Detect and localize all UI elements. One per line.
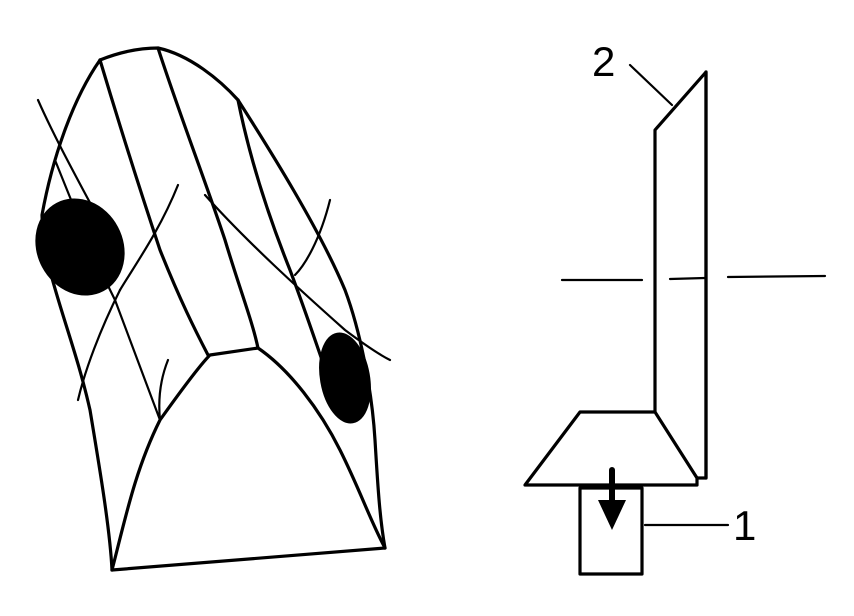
shell-cross-line-3 [76, 288, 122, 402]
shell-rib-3 [236, 98, 324, 362]
shell-spot-large [35, 198, 125, 296]
shell-spot-small [319, 332, 371, 424]
label-1: 1 [733, 502, 756, 549]
down-arrow-icon [598, 467, 626, 530]
shell-cross-line-4 [203, 193, 392, 362]
shell-outer-left-edge [40, 58, 114, 572]
plate-figure: 2 1 [523, 38, 827, 576]
shell-rib-2 [156, 46, 260, 350]
shell-top-edge [98, 46, 240, 102]
shell-cross-line-2 [118, 183, 180, 292]
plate-base-trapezoid [523, 410, 699, 487]
label-2: 2 [592, 38, 615, 85]
plate-body [653, 70, 708, 480]
leader-line-2 [628, 63, 674, 107]
axis-line [560, 274, 827, 282]
shell-rib-1 [98, 58, 210, 357]
curved-shell-figure [35, 46, 392, 572]
shell-bottom-edge [110, 546, 387, 572]
shell-outer-right-edge [236, 98, 387, 550]
shell-cross-line-6 [158, 358, 170, 422]
shell-inner-arch [110, 346, 387, 572]
shell-cross-line-5 [293, 198, 332, 277]
